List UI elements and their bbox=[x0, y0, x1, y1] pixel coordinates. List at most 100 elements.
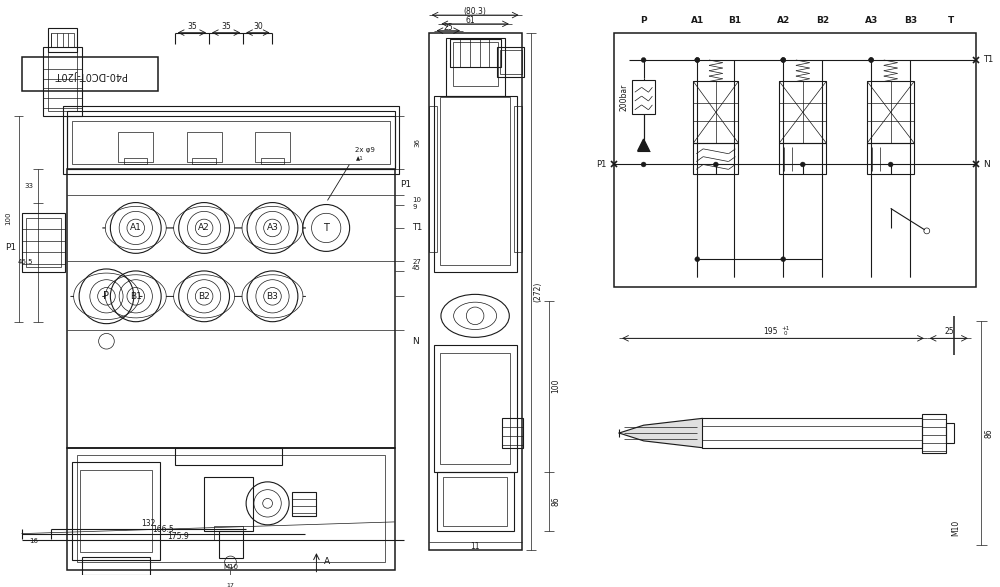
Bar bbox=[434, 96, 517, 272]
Bar bbox=[429, 106, 437, 252]
Bar bbox=[187, 132, 222, 161]
Text: 46.5: 46.5 bbox=[18, 259, 33, 265]
Bar bbox=[124, 158, 147, 164]
Text: 33: 33 bbox=[24, 183, 33, 189]
Text: P1: P1 bbox=[596, 160, 606, 169]
Text: B2: B2 bbox=[198, 292, 210, 301]
Bar bbox=[867, 143, 914, 174]
Bar bbox=[779, 82, 826, 143]
Bar bbox=[192, 158, 216, 164]
Bar bbox=[443, 477, 507, 526]
Circle shape bbox=[869, 58, 874, 62]
Text: A2: A2 bbox=[198, 224, 210, 232]
Bar bbox=[437, 472, 514, 531]
Text: 86: 86 bbox=[551, 497, 560, 506]
Text: 132: 132 bbox=[141, 519, 156, 528]
Bar bbox=[51, 33, 74, 48]
Text: 2x φ9: 2x φ9 bbox=[355, 147, 375, 153]
Text: T1: T1 bbox=[983, 56, 994, 65]
Text: M10: M10 bbox=[952, 519, 961, 536]
Text: 25: 25 bbox=[443, 23, 453, 32]
Bar bbox=[514, 106, 522, 252]
Text: ▲1: ▲1 bbox=[355, 155, 363, 160]
Circle shape bbox=[888, 162, 893, 167]
Bar bbox=[632, 79, 655, 114]
Text: 166.5: 166.5 bbox=[152, 525, 174, 534]
Bar bbox=[261, 158, 284, 164]
Text: 17: 17 bbox=[227, 583, 234, 587]
Bar bbox=[946, 423, 954, 443]
Bar bbox=[434, 345, 517, 472]
Polygon shape bbox=[638, 139, 649, 151]
Text: P1: P1 bbox=[5, 243, 17, 252]
Text: +1: +1 bbox=[781, 326, 789, 331]
Text: B3: B3 bbox=[904, 16, 917, 25]
Bar bbox=[440, 97, 510, 265]
Circle shape bbox=[641, 162, 646, 167]
Bar bbox=[67, 448, 395, 570]
Bar bbox=[82, 557, 150, 575]
Bar bbox=[693, 82, 738, 143]
Bar bbox=[292, 492, 316, 516]
Text: 195: 195 bbox=[763, 327, 778, 336]
Text: 16: 16 bbox=[29, 538, 38, 544]
Text: 61: 61 bbox=[465, 16, 475, 25]
Bar bbox=[63, 106, 399, 174]
Circle shape bbox=[781, 257, 786, 262]
Text: 36: 36 bbox=[414, 139, 420, 147]
Text: 25: 25 bbox=[944, 327, 954, 336]
Bar bbox=[48, 52, 77, 111]
Bar bbox=[440, 353, 510, 464]
Text: 100: 100 bbox=[551, 379, 560, 393]
Text: P: P bbox=[640, 16, 647, 25]
Text: B1: B1 bbox=[130, 292, 142, 301]
Text: B2: B2 bbox=[816, 16, 829, 25]
Text: 10: 10 bbox=[412, 197, 421, 203]
Polygon shape bbox=[619, 419, 702, 448]
Text: M10: M10 bbox=[224, 564, 239, 570]
Text: N: N bbox=[412, 337, 419, 346]
Bar bbox=[80, 470, 152, 552]
Circle shape bbox=[869, 58, 874, 62]
Bar bbox=[118, 132, 153, 161]
Bar bbox=[67, 116, 395, 170]
Bar bbox=[450, 39, 501, 67]
Bar bbox=[204, 477, 253, 531]
Bar bbox=[72, 463, 160, 560]
Text: 30: 30 bbox=[253, 22, 263, 31]
Bar bbox=[702, 419, 922, 448]
Bar bbox=[224, 579, 237, 587]
Bar bbox=[67, 170, 395, 448]
Circle shape bbox=[713, 162, 718, 167]
Text: 35: 35 bbox=[221, 22, 231, 31]
Text: A2: A2 bbox=[777, 16, 790, 25]
Bar bbox=[214, 526, 243, 541]
Bar bbox=[453, 42, 498, 86]
Text: 9: 9 bbox=[412, 204, 417, 211]
Bar bbox=[500, 50, 522, 73]
Text: A: A bbox=[324, 558, 330, 566]
Text: A3: A3 bbox=[267, 224, 278, 232]
Text: A1: A1 bbox=[691, 16, 704, 25]
Bar bbox=[502, 419, 523, 448]
Bar bbox=[26, 218, 61, 267]
Text: T: T bbox=[948, 16, 954, 25]
Bar bbox=[48, 28, 77, 52]
Bar bbox=[693, 143, 738, 174]
Bar bbox=[614, 33, 976, 286]
Circle shape bbox=[695, 58, 700, 62]
Text: B1: B1 bbox=[728, 16, 741, 25]
Text: P1: P1 bbox=[400, 180, 411, 188]
Bar bbox=[255, 132, 290, 161]
Text: A3: A3 bbox=[864, 16, 878, 25]
Circle shape bbox=[781, 58, 786, 62]
Text: P: P bbox=[103, 291, 109, 301]
Circle shape bbox=[695, 58, 700, 62]
Bar bbox=[446, 38, 505, 96]
Circle shape bbox=[695, 257, 700, 262]
Bar bbox=[43, 48, 82, 116]
Text: 175.9: 175.9 bbox=[167, 532, 189, 541]
Bar bbox=[497, 48, 524, 76]
Text: 35: 35 bbox=[187, 22, 197, 31]
Text: T1: T1 bbox=[412, 224, 422, 232]
